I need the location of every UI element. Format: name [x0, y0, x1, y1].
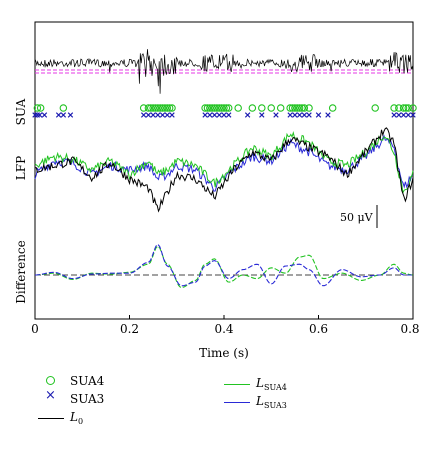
difference-series-line: [35, 245, 414, 289]
spike-sua3: [396, 112, 402, 118]
spike-sua4: [234, 104, 242, 112]
spike-sua4: [300, 104, 309, 112]
spike-sua3: [140, 112, 147, 118]
spike-sua3: [169, 112, 175, 118]
x-tick-label: 0.2: [120, 322, 139, 336]
spike-sua3: [259, 112, 265, 118]
spike-sua4: [409, 104, 417, 112]
spike-sua4: [298, 104, 306, 112]
spike-sua4: [222, 104, 231, 112]
spike-sua4: [276, 104, 285, 112]
spike-sua4: [224, 104, 233, 112]
spike-sua3: [211, 112, 218, 118]
lfp-series-line: [34, 130, 414, 195]
scale-bar-label: 50 μV: [340, 211, 374, 224]
spike-sua4: [206, 104, 214, 112]
spike-sua3: [155, 112, 161, 118]
spike-sua4: [402, 104, 410, 112]
spike-sua3: [67, 112, 74, 118]
spike-sua4: [210, 104, 219, 112]
spike-sua3: [164, 112, 170, 118]
spike-sua3: [301, 112, 308, 118]
spike-sua4: [147, 104, 155, 112]
spike-sua4: [59, 104, 68, 112]
spike-sua3: [60, 112, 67, 118]
ylabel-difference: Difference: [14, 240, 28, 303]
x-tick-label: 0: [31, 322, 39, 336]
spike-sua4: [404, 104, 413, 112]
spike-sua3: [150, 112, 156, 118]
spike-sua4: [139, 104, 148, 112]
spike-sua4: [151, 104, 160, 112]
spike-sua4: [158, 104, 167, 112]
spike-sua3: [37, 112, 43, 118]
spike-sua4: [213, 104, 221, 112]
spike-sua4: [371, 104, 379, 112]
spike-sua4: [208, 104, 216, 112]
spike-sua4: [156, 104, 164, 112]
spike-sua4: [154, 104, 162, 112]
spike-sua3: [273, 112, 279, 118]
spike-sua3: [202, 112, 208, 118]
spike-sua4: [163, 104, 172, 112]
spike-sua4: [305, 104, 313, 112]
spike-sua3: [207, 112, 213, 118]
spike-sua4: [149, 104, 157, 112]
spike-sua3: [410, 112, 416, 118]
lfp-series-line: [34, 127, 414, 213]
difference-series-line: [34, 243, 413, 287]
spike-sua4: [215, 104, 224, 112]
spike-sua3: [400, 112, 407, 118]
spike-sua4: [267, 104, 275, 112]
spike-sua4: [295, 104, 304, 112]
spike-sua4: [328, 104, 337, 112]
spike-sua4: [395, 104, 403, 112]
spike-sua3: [221, 112, 227, 118]
ylabel-sua: SUA: [14, 98, 28, 125]
spike-sua4: [258, 104, 266, 112]
spike-sua4: [165, 104, 174, 112]
spike-sua3: [296, 112, 303, 118]
spike-sua4: [288, 104, 297, 112]
spike-sua4: [291, 104, 299, 112]
spike-sua3: [325, 112, 331, 118]
spike-sua4: [286, 104, 294, 112]
spike-sua4: [220, 104, 228, 112]
spike-sua4: [248, 104, 257, 112]
spike-sua4: [33, 104, 42, 112]
spike-sua4: [217, 104, 226, 112]
spike-sua3: [145, 112, 152, 118]
spike-sua4: [161, 104, 169, 112]
spike-sua4: [168, 104, 176, 112]
spike-sua3: [287, 112, 293, 118]
spike-sua4: [399, 104, 408, 112]
spike-sua4: [203, 104, 212, 112]
spike-sua3: [55, 112, 62, 118]
x-tick-label: 0.4: [214, 322, 233, 336]
spike-sua3: [244, 112, 251, 118]
spike-sua3: [306, 112, 312, 118]
spike-sua3: [391, 112, 397, 118]
spike-sua3: [216, 112, 222, 118]
x-tick-label: 0.8: [400, 322, 419, 336]
spike-sua3: [41, 112, 48, 118]
spike-sua4: [293, 104, 301, 112]
spike-sua4: [36, 104, 45, 112]
x-tick-label: 0.6: [309, 322, 328, 336]
plot-content: [32, 49, 417, 319]
sua-raw-trace: [34, 49, 414, 94]
spike-sua4: [144, 104, 153, 112]
spike-sua4: [390, 104, 398, 112]
ylabel-lfp: LFP: [14, 156, 28, 180]
spike-sua3: [405, 112, 411, 118]
spike-sua3: [292, 112, 298, 118]
spike-sua3: [159, 112, 166, 118]
spike-sua3: [315, 112, 322, 118]
spike-sua3: [226, 112, 232, 118]
spike-sua4: [201, 104, 209, 112]
x-axis-label: Time (s): [199, 346, 249, 360]
